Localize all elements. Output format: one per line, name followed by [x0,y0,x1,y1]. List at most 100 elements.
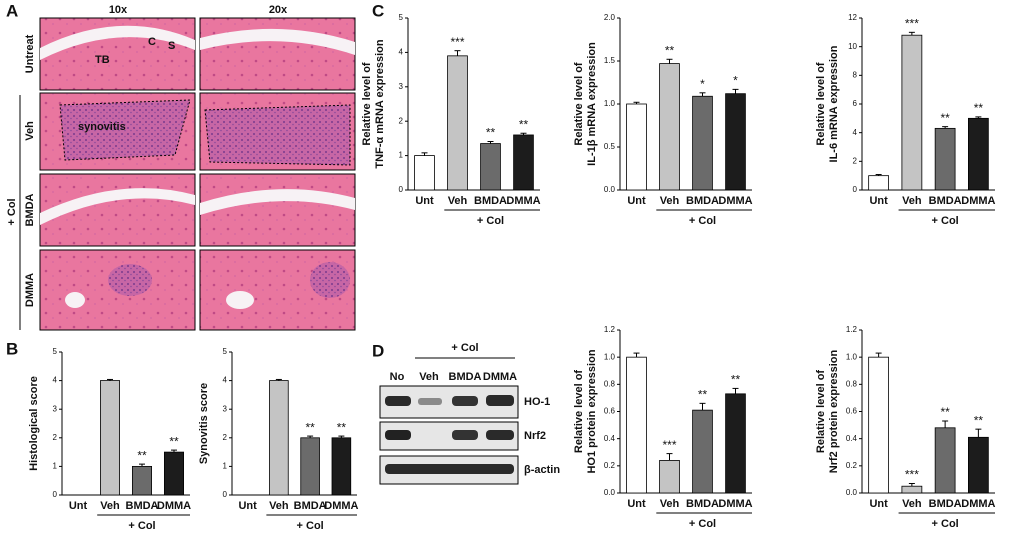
significance: ** [486,126,496,140]
significance: ** [305,420,315,434]
x-tick-label: Veh [660,195,680,207]
x-tick-label: BMDA [686,195,719,207]
column-label: 10x [109,4,128,16]
significance: ** [665,43,675,57]
x-tick-label: DMMA [961,195,995,207]
y-tick-label: 12 [848,13,857,22]
y-tick-label: 1.0 [846,352,858,361]
panel-letter: C [372,1,384,20]
y-axis-label: IL-1β mRNA expression [586,42,598,166]
bar [934,427,956,494]
y-axis-label: Relative level of [573,370,585,453]
group-label: + Col [451,342,478,354]
significance: ** [519,117,529,131]
bar [626,356,647,494]
y-tick-label: 0.5 [604,142,616,151]
histology [39,17,356,331]
y-tick-label: 0.0 [604,488,616,497]
y-tick-label: 0.2 [846,461,858,470]
panel-letter: A [6,1,18,20]
y-tick-label: 0.4 [846,434,858,443]
y-tick-label: 0.8 [604,379,616,388]
y-tick-label: 1.0 [604,352,616,361]
group-label: + Col [477,215,504,227]
y-tick-label: 5 [223,347,228,356]
group-label: + Col [689,518,716,530]
significance: *** [905,17,919,31]
y-tick-label: 5 [399,13,404,22]
bar [968,117,989,191]
significance: *** [905,468,919,482]
y-axis-label: Relative level of [573,62,585,145]
panel-letter: B [6,339,18,358]
bar [513,134,534,191]
y-axis-label: Relative level of [815,62,827,145]
protein-label: Nrf2 [524,430,546,442]
x-tick-label: Veh [269,500,289,512]
lane-label: BMDA [449,371,482,383]
bar [934,127,956,191]
significance: ** [731,373,741,387]
y-tick-label: 1 [223,462,228,471]
annotation: TB [95,54,110,66]
significance: ** [337,420,347,434]
x-tick-label: Unt [69,500,88,512]
x-tick-label: BMDA [126,500,159,512]
y-tick-label: 1.0 [604,99,616,108]
y-tick-label: 2.0 [604,13,616,22]
y-axis-label: HO1 protein expression [586,349,598,473]
y-tick-label: 0 [853,185,858,194]
y-tick-label: 0 [399,185,404,194]
bar [300,437,320,496]
bar [659,63,680,191]
bar [659,459,680,494]
x-tick-label: Veh [660,498,680,510]
y-axis-label: Histological score [28,376,40,471]
annotation: S [168,40,175,52]
significance: *** [450,35,464,49]
y-tick-label: 0.2 [604,461,616,470]
y-axis-label: TNF-α mRNA expression [374,39,386,168]
group-label: + Col [297,520,324,532]
x-tick-label: Veh [448,195,468,207]
bar [901,485,923,494]
protein-label: β-actin [524,464,560,476]
x-tick-label: DMMA [961,498,995,510]
row-label: DMMA [24,273,36,307]
bar [131,465,152,496]
y-axis-label: IL-6 mRNA expression [828,45,840,162]
row-label: BMDA [24,193,36,226]
significance: ** [940,111,950,125]
group-label: + Col [932,518,959,530]
annotation: C [148,36,156,48]
significance: * [700,77,705,91]
y-tick-label: 3 [53,404,58,413]
x-tick-label: Veh [902,195,922,207]
x-tick-label: BMDA [686,498,719,510]
bar [901,34,923,191]
group-label: + Col [932,215,959,227]
significance: ** [698,388,708,402]
x-tick-label: DMMA [718,498,752,510]
x-tick-label: Unt [869,498,888,510]
x-tick-label: DMMA [157,500,191,512]
y-tick-label: 2 [399,116,404,125]
bar [868,356,890,494]
y-tick-label: 8 [853,70,858,79]
y-tick-label: 2 [853,156,858,165]
significance: ** [940,405,950,419]
y-tick-label: 2 [53,433,58,442]
x-tick-label: Veh [100,500,120,512]
y-tick-label: 0.0 [846,488,858,497]
y-tick-label: 3 [223,404,228,413]
bar [868,175,890,191]
y-tick-label: 4 [53,376,58,385]
western-blot [379,357,519,485]
y-tick-label: 0.6 [846,407,858,416]
panel-letter: D [372,341,384,360]
significance: ** [974,101,984,115]
y-tick-label: 6 [853,99,858,108]
row-label: Untreat [24,34,36,73]
y-axis-label: Relative level of [815,370,827,453]
